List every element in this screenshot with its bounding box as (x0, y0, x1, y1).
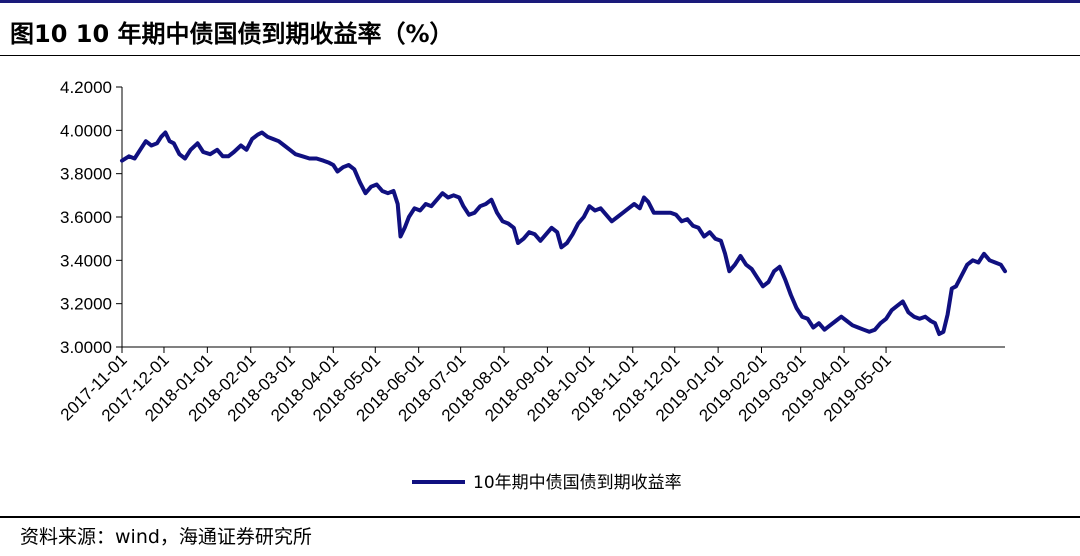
y-tick-label: 3.0000 (60, 338, 112, 357)
y-axis: 3.0000 3.2000 3.4000 3.6000 3.8000 4.0000 4.20… (60, 78, 123, 357)
legend-label: 10年期中债国债到期收益率 (473, 473, 682, 493)
chart-title: 图10 10 年期中债国债到期收益率（%） (10, 20, 454, 48)
y-tick-label: 3.4000 (60, 251, 112, 270)
y-tick-label: 4.0000 (60, 121, 112, 140)
y-tick-label: 3.6000 (60, 208, 112, 227)
yield-series-line (120, 130, 1007, 336)
y-tick-label: 4.2000 (60, 78, 112, 97)
title-rule (0, 55, 1080, 56)
series-layer (120, 130, 1007, 336)
y-tick-label: 3.8000 (60, 165, 112, 184)
footer-rule (0, 516, 1080, 518)
source-note: 资料来源：wind，海通证券研究所 (20, 526, 312, 548)
legend: 10年期中债国债到期收益率 (412, 473, 682, 493)
x-axis: 2017-11-012017-12-012018-01-012018-02-01… (57, 346, 1005, 425)
line-chart: 3.0000 3.2000 3.4000 3.6000 3.8000 4.0000 4.20… (57, 78, 1007, 493)
y-tick-label: 3.2000 (60, 295, 112, 314)
top-rule (0, 0, 1080, 3)
